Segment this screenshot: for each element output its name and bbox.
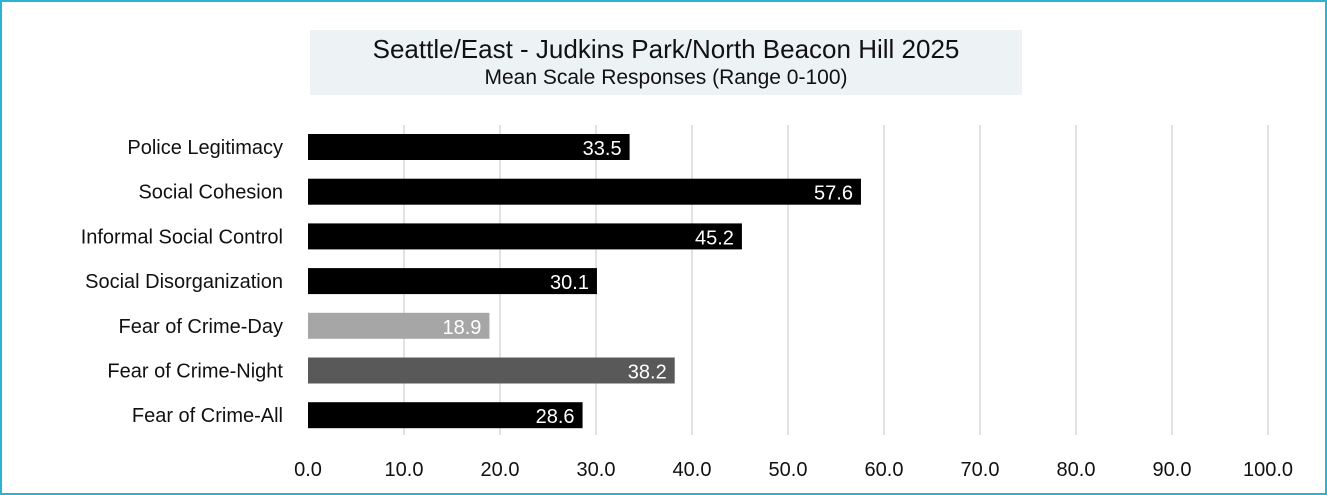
x-tick-label: 60.0 bbox=[865, 459, 904, 481]
data-label: 33.5 bbox=[583, 138, 622, 160]
x-tick-label: 80.0 bbox=[1057, 459, 1096, 481]
category-label: Police Legitimacy bbox=[127, 137, 283, 159]
data-label: 30.1 bbox=[550, 272, 589, 294]
x-tick-label: 90.0 bbox=[1153, 459, 1192, 481]
data-label: 38.2 bbox=[628, 362, 667, 384]
category-label: Fear of Crime-Night bbox=[107, 361, 283, 383]
data-label: 28.6 bbox=[536, 406, 575, 428]
bar bbox=[308, 223, 742, 250]
data-label: 45.2 bbox=[695, 227, 734, 249]
x-tick-label: 0.0 bbox=[294, 459, 322, 481]
category-label: Social Cohesion bbox=[138, 182, 283, 204]
chart-title: Seattle/East - Judkins Park/North Beacon… bbox=[372, 34, 960, 64]
bar bbox=[308, 268, 597, 295]
x-tick-label: 70.0 bbox=[961, 459, 1000, 481]
x-tick-label: 10.0 bbox=[385, 459, 424, 481]
title-box: Seattle/East - Judkins Park/North Beacon… bbox=[310, 30, 1022, 95]
category-label: Fear of Crime-Day bbox=[119, 316, 283, 338]
x-tick-label: 20.0 bbox=[481, 459, 520, 481]
category-label: Social Disorganization bbox=[85, 271, 283, 293]
data-label: 57.6 bbox=[814, 183, 853, 205]
bar bbox=[308, 357, 675, 384]
bar bbox=[308, 134, 630, 160]
bar bbox=[308, 402, 583, 429]
category-label: Informal Social Control bbox=[81, 226, 283, 248]
x-tick-label: 30.0 bbox=[577, 459, 616, 481]
bar bbox=[308, 312, 490, 339]
x-tick-label: 40.0 bbox=[673, 459, 712, 481]
chart-subtitle: Mean Scale Responses (Range 0-100) bbox=[484, 66, 848, 89]
data-label: 18.9 bbox=[443, 317, 482, 339]
bar bbox=[308, 178, 861, 205]
x-tick-label: 100.0 bbox=[1243, 459, 1293, 481]
x-tick-label: 50.0 bbox=[769, 459, 808, 481]
category-label: Fear of Crime-All bbox=[132, 405, 283, 427]
